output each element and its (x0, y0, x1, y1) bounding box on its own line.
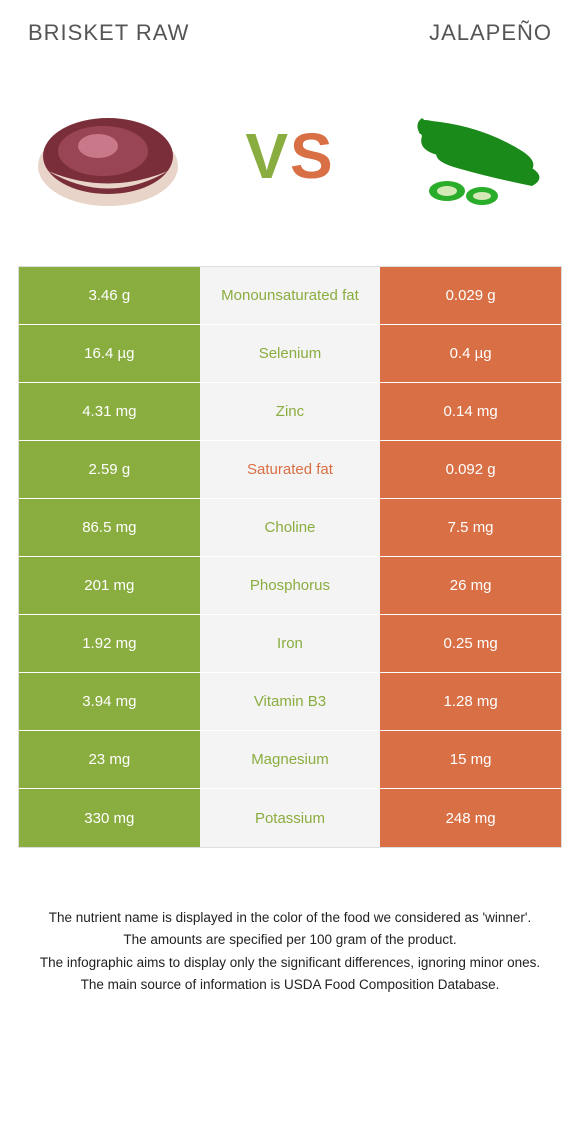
right-value: 0.14 mg (380, 383, 561, 440)
nutrient-label: Phosphorus (200, 557, 381, 614)
right-food-title: Jalapeño (429, 20, 552, 46)
vs-label: VS (245, 119, 334, 193)
table-row: 4.31 mgZinc0.14 mg (19, 383, 561, 441)
table-row: 2.59 gSaturated fat0.092 g (19, 441, 561, 499)
nutrient-label: Saturated fat (200, 441, 381, 498)
header: Brisket raw Jalapeño (18, 20, 562, 76)
left-value: 201 mg (19, 557, 200, 614)
table-row: 23 mgMagnesium15 mg (19, 731, 561, 789)
left-food-title: Brisket raw (28, 20, 189, 46)
table-row: 86.5 mgCholine7.5 mg (19, 499, 561, 557)
table-row: 3.94 mgVitamin B31.28 mg (19, 673, 561, 731)
nutrient-table: 3.46 gMonounsaturated fat0.029 g16.4 µgS… (18, 266, 562, 848)
left-value: 330 mg (19, 789, 200, 847)
footer-line-3: The infographic aims to display only the… (28, 953, 552, 973)
vs-row: VS (18, 76, 562, 266)
nutrient-label: Monounsaturated fat (200, 267, 381, 324)
right-value: 248 mg (380, 789, 561, 847)
jalapeno-image (392, 96, 552, 216)
left-value: 3.94 mg (19, 673, 200, 730)
right-value: 0.029 g (380, 267, 561, 324)
table-row: 330 mgPotassium248 mg (19, 789, 561, 847)
right-value: 0.4 µg (380, 325, 561, 382)
right-value: 0.25 mg (380, 615, 561, 672)
right-value: 0.092 g (380, 441, 561, 498)
left-value: 23 mg (19, 731, 200, 788)
vs-s: S (290, 120, 335, 192)
left-value: 2.59 g (19, 441, 200, 498)
left-value: 86.5 mg (19, 499, 200, 556)
table-row: 1.92 mgIron0.25 mg (19, 615, 561, 673)
left-value: 1.92 mg (19, 615, 200, 672)
left-value: 4.31 mg (19, 383, 200, 440)
footer-line-4: The main source of information is USDA F… (28, 975, 552, 995)
nutrient-label: Vitamin B3 (200, 673, 381, 730)
right-value: 26 mg (380, 557, 561, 614)
nutrient-label: Magnesium (200, 731, 381, 788)
nutrient-label: Zinc (200, 383, 381, 440)
right-value: 7.5 mg (380, 499, 561, 556)
brisket-image (28, 96, 188, 216)
left-value: 16.4 µg (19, 325, 200, 382)
left-value: 3.46 g (19, 267, 200, 324)
jalapeno-icon (392, 96, 552, 216)
right-value: 15 mg (380, 731, 561, 788)
nutrient-label: Choline (200, 499, 381, 556)
footer-line-1: The nutrient name is displayed in the co… (28, 908, 552, 928)
nutrient-label: Selenium (200, 325, 381, 382)
brisket-icon (28, 96, 188, 216)
table-row: 201 mgPhosphorus26 mg (19, 557, 561, 615)
footer-notes: The nutrient name is displayed in the co… (18, 908, 562, 995)
nutrient-label: Iron (200, 615, 381, 672)
nutrient-label: Potassium (200, 789, 381, 847)
vs-v: V (245, 120, 290, 192)
table-row: 3.46 gMonounsaturated fat0.029 g (19, 267, 561, 325)
table-row: 16.4 µgSelenium0.4 µg (19, 325, 561, 383)
footer-line-2: The amounts are specified per 100 gram o… (28, 930, 552, 950)
right-value: 1.28 mg (380, 673, 561, 730)
